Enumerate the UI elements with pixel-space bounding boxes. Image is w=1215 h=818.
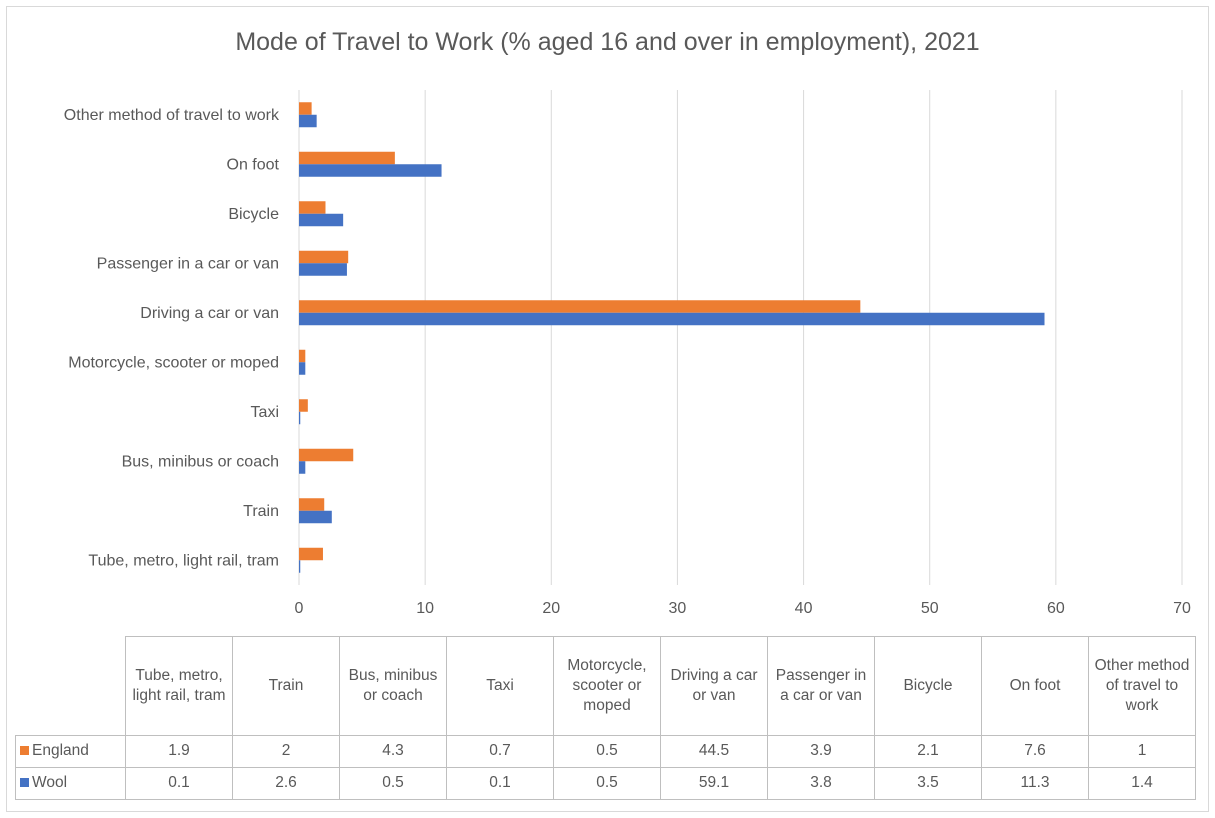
bar-wool — [299, 411, 301, 425]
table-cell: 3.9 — [767, 735, 875, 768]
bar-england — [299, 151, 395, 165]
table-cell: 7.6 — [981, 735, 1089, 768]
category-label: Passenger in a car or van — [97, 255, 279, 272]
data-table: Tube, metro, light rail, tram Train Bus, m… — [15, 636, 1196, 800]
category-label: Tube, metro, light rail, tram — [88, 552, 279, 569]
table-cell: 0.7 — [446, 735, 554, 768]
legend-swatch — [20, 746, 29, 756]
bar-wool — [299, 213, 344, 227]
x-tick-label: 70 — [1173, 600, 1191, 617]
chart-title: Mode of Travel to Work (% aged 16 and ov… — [235, 28, 980, 56]
table-header-cell: Taxi — [446, 636, 554, 736]
table-cell: 0.5 — [553, 767, 661, 800]
table-header-cell: Driving a car or van — [660, 636, 768, 736]
category-label: Train — [243, 503, 279, 520]
table-header-cell: Bus, minibus or coach — [339, 636, 447, 736]
table-header-cell: On foot — [981, 636, 1089, 736]
table-header-cell: Tube, metro, light rail, tram — [125, 636, 233, 736]
x-tick-label: 40 — [795, 600, 813, 617]
x-tick-label: 60 — [1047, 600, 1065, 617]
table-cell: 4.3 — [339, 735, 447, 768]
table-cell: 1.4 — [1088, 767, 1196, 800]
table-cell: 2 — [232, 735, 340, 768]
category-label: Bicycle — [228, 206, 279, 223]
x-tick-label: 30 — [669, 600, 687, 617]
legend-label: Wool — [32, 774, 68, 792]
bar-wool — [299, 312, 1045, 326]
bar-england — [299, 201, 326, 214]
table-header-cell: Bicycle — [874, 636, 982, 736]
legend-label: England — [32, 742, 89, 760]
bar-wool — [299, 362, 306, 375]
category-label: Other method of travel to work — [64, 107, 280, 124]
table-row: England 1.9 2 4.3 0.7 0.5 44.5 3.9 2.1 7.6 1 — [15, 735, 1196, 768]
legend-entry: Wool — [15, 767, 126, 800]
table-cell: 11.3 — [981, 767, 1089, 800]
x-tick-label: 0 — [295, 600, 304, 617]
legend-entry: England — [15, 735, 126, 768]
x-tick-label: 50 — [921, 600, 939, 617]
table-cell: 0.5 — [339, 767, 447, 800]
table-cell: 0.5 — [553, 735, 661, 768]
x-tick-label: 10 — [416, 600, 434, 617]
bar-wool — [299, 461, 306, 474]
bar-wool — [299, 164, 442, 177]
bar-england — [299, 399, 308, 412]
table-cell: 2.1 — [874, 735, 982, 768]
bar-wool — [299, 114, 317, 128]
category-label: On foot — [227, 156, 280, 173]
table-header-cell: Other method of travel to work — [1088, 636, 1196, 736]
bar-wool — [299, 560, 301, 573]
table-cell: 3.8 — [767, 767, 875, 800]
category-label: Taxi — [251, 404, 279, 421]
legend-swatch — [20, 778, 29, 788]
x-tick-label: 20 — [542, 600, 560, 617]
chart-frame — [6, 6, 1209, 812]
table-header-cell: Passenger in a car or van — [767, 636, 875, 736]
table-cell: 1 — [1088, 735, 1196, 768]
bar-england — [299, 300, 861, 313]
category-label: Motorcycle, scooter or moped — [68, 354, 279, 371]
bar-england — [299, 349, 306, 363]
table-cell: 1.9 — [125, 735, 233, 768]
table-row: Wool 0.1 2.6 0.5 0.1 0.5 59.1 3.8 3.5 11.3 1.4 — [15, 767, 1196, 800]
table-cell: 2.6 — [232, 767, 340, 800]
bar-england — [299, 102, 312, 115]
table-header-cell: Motorcycle, scooter or moped — [553, 636, 661, 736]
bar-wool — [299, 263, 347, 276]
bar-england — [299, 498, 325, 511]
bar-england — [299, 448, 354, 462]
table-cell: 3.5 — [874, 767, 982, 800]
table-cell: 0.1 — [125, 767, 233, 800]
bar-england — [299, 250, 349, 264]
bar-england — [299, 547, 323, 561]
table-cell: 0.1 — [446, 767, 554, 800]
category-label: Bus, minibus or coach — [122, 453, 279, 470]
category-label: Driving a car or van — [140, 305, 279, 322]
table-cell: 59.1 — [660, 767, 768, 800]
bar-wool — [299, 510, 332, 524]
data-table-header-row: Tube, metro, light rail, tram Train Bus, m… — [15, 636, 1196, 736]
data-table-corner — [15, 636, 126, 736]
plot-area: 0 10 20 30 40 50 60 70 Tube, metro, light rail, … — [64, 90, 1191, 617]
table-header-cell: Train — [232, 636, 340, 736]
table-cell: 44.5 — [660, 735, 768, 768]
